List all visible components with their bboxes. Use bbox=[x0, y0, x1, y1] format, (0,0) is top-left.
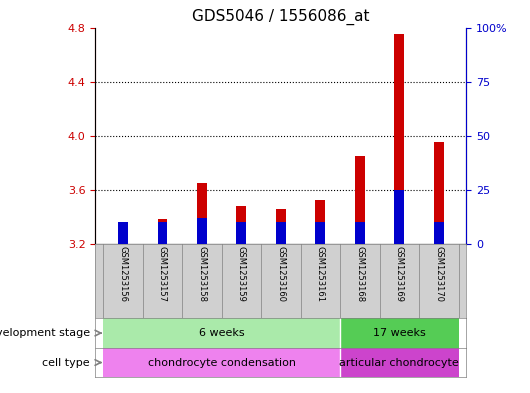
Text: articular chondrocyte: articular chondrocyte bbox=[339, 358, 459, 367]
Bar bbox=[157, 222, 167, 244]
Bar bbox=[355, 156, 365, 244]
Bar bbox=[340, 348, 458, 377]
Bar bbox=[315, 222, 325, 244]
Bar bbox=[103, 318, 340, 348]
Bar bbox=[197, 183, 207, 244]
Text: 6 weeks: 6 weeks bbox=[199, 328, 244, 338]
Bar bbox=[394, 189, 404, 244]
Bar bbox=[157, 219, 167, 244]
Text: 17 weeks: 17 weeks bbox=[373, 328, 426, 338]
Bar bbox=[394, 34, 404, 244]
Bar bbox=[197, 218, 207, 244]
Bar bbox=[118, 233, 128, 244]
Bar bbox=[434, 142, 444, 244]
Text: development stage: development stage bbox=[0, 328, 90, 338]
Bar bbox=[103, 348, 340, 377]
Text: GSM1253159: GSM1253159 bbox=[237, 246, 246, 302]
Bar bbox=[276, 209, 286, 244]
Bar bbox=[236, 206, 246, 244]
Text: GSM1253169: GSM1253169 bbox=[395, 246, 404, 302]
Text: GSM1253157: GSM1253157 bbox=[158, 246, 167, 302]
Bar bbox=[315, 200, 325, 244]
Bar bbox=[118, 222, 128, 244]
Text: cell type: cell type bbox=[42, 358, 90, 367]
Text: GSM1253170: GSM1253170 bbox=[434, 246, 443, 302]
Text: GSM1253161: GSM1253161 bbox=[316, 246, 325, 302]
Text: chondrocyte condensation: chondrocyte condensation bbox=[148, 358, 296, 367]
Bar bbox=[276, 222, 286, 244]
Text: GSM1253160: GSM1253160 bbox=[277, 246, 285, 302]
Bar bbox=[236, 222, 246, 244]
Bar bbox=[434, 222, 444, 244]
Bar bbox=[355, 222, 365, 244]
Text: GSM1253158: GSM1253158 bbox=[198, 246, 207, 302]
Title: GDS5046 / 1556086_at: GDS5046 / 1556086_at bbox=[192, 9, 369, 25]
Bar bbox=[340, 318, 458, 348]
Text: GSM1253168: GSM1253168 bbox=[355, 246, 364, 302]
Text: GSM1253156: GSM1253156 bbox=[119, 246, 128, 302]
